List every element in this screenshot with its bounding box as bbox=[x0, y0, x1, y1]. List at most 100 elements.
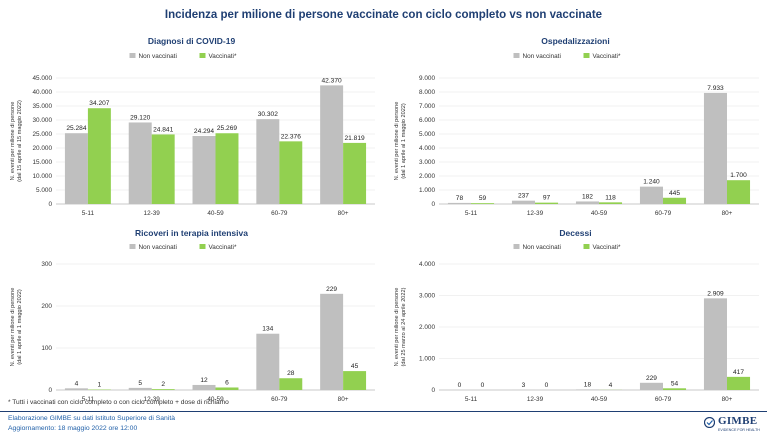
x-tick-label: 80+ bbox=[722, 396, 733, 403]
chart-title: Ospedalizzazioni bbox=[541, 36, 610, 46]
bar-non-vaccinati bbox=[575, 201, 599, 204]
x-tick-label: 40-59 bbox=[207, 210, 224, 217]
bar-non-vaccinati bbox=[511, 200, 535, 204]
bar-non-vaccinati bbox=[703, 92, 727, 204]
y-tick-label: 1.000 bbox=[419, 356, 435, 363]
y-tick-label: 300 bbox=[41, 261, 52, 268]
bar-vaccinati bbox=[279, 378, 303, 390]
y-tick-label: 4.000 bbox=[419, 145, 435, 152]
data-label: 1 bbox=[98, 382, 102, 389]
y-tick-label: 5.000 bbox=[36, 187, 52, 194]
data-label: 22.376 bbox=[281, 133, 302, 140]
chart-title: Diagnosi di COVID-19 bbox=[148, 36, 236, 46]
bar-vaccinati bbox=[215, 133, 239, 204]
bar-non-vaccinati bbox=[447, 202, 471, 204]
bar-non-vaccinati bbox=[192, 135, 216, 204]
data-label: 45 bbox=[351, 363, 359, 370]
y-axis-label-line: (dal 25 marzo al 24 aprile 2022) bbox=[401, 287, 407, 366]
data-label: 182 bbox=[582, 193, 593, 200]
bar-vaccinati bbox=[343, 371, 367, 390]
y-tick-label: 2.000 bbox=[419, 324, 435, 331]
x-tick-label: 60-79 bbox=[271, 396, 288, 403]
bar-non-vaccinati bbox=[256, 119, 280, 204]
y-tick-label: 0 bbox=[48, 387, 52, 394]
chart-title: Ricoveri in terapia intensiva bbox=[135, 228, 248, 238]
y-tick-label: 6.000 bbox=[419, 117, 435, 124]
bar-vaccinati bbox=[279, 141, 303, 204]
data-label: 78 bbox=[456, 195, 464, 202]
logo-name: GIMBE bbox=[718, 415, 758, 427]
y-tick-label: 100 bbox=[41, 345, 52, 352]
legend-label: Non vaccinati bbox=[139, 244, 177, 251]
chart-diagnosi: Diagnosi di COVID-19 Non vaccinati Vaccina… bbox=[10, 36, 375, 217]
y-tick-label: 0 bbox=[431, 201, 435, 208]
x-tick-label: 12-39 bbox=[144, 396, 161, 403]
data-label: 18 bbox=[584, 381, 592, 388]
bar-non-vaccinati bbox=[639, 186, 663, 204]
legend-label: Vaccinati* bbox=[593, 53, 621, 60]
x-tick-label: 5-11 bbox=[82, 210, 95, 217]
data-label: 1.700 bbox=[730, 172, 747, 179]
x-tick-label: 60-79 bbox=[655, 210, 672, 217]
legend-swatch-vaccinati bbox=[583, 53, 590, 58]
y-tick-label: 7.000 bbox=[419, 103, 435, 110]
legend-label: Non vaccinati bbox=[523, 244, 561, 251]
legend-label: Vaccinati* bbox=[593, 244, 621, 251]
y-tick-label: 25.000 bbox=[32, 131, 52, 138]
data-label: 2.909 bbox=[707, 290, 724, 297]
y-tick-label: 9.000 bbox=[419, 75, 435, 82]
bar-non-vaccinati bbox=[703, 298, 727, 390]
y-tick-label: 10.000 bbox=[32, 173, 52, 180]
data-label: 0 bbox=[458, 382, 462, 389]
legend-label: Vaccinati* bbox=[209, 53, 237, 60]
y-axis-label-line: N. eventi per milione di persone bbox=[394, 288, 400, 367]
data-label: 6 bbox=[225, 379, 229, 386]
data-label: 7.933 bbox=[707, 85, 724, 92]
bar-non-vaccinati bbox=[128, 122, 152, 204]
y-tick-label: 1.000 bbox=[419, 187, 435, 194]
y-axis-label-line: (dal 15 aprile al 15 maggio 2022) bbox=[17, 100, 23, 182]
bar-vaccinati bbox=[535, 202, 559, 204]
data-label: 29.120 bbox=[130, 114, 151, 121]
bar-non-vaccinati bbox=[320, 85, 344, 204]
data-label: 5 bbox=[138, 380, 142, 387]
footnote: * Tutti i vaccinati con ciclo completo o… bbox=[8, 399, 229, 406]
x-tick-label: 5-11 bbox=[465, 210, 478, 217]
data-label: 2 bbox=[161, 381, 165, 388]
bar-vaccinati bbox=[215, 387, 239, 390]
x-tick-label: 40-59 bbox=[207, 396, 224, 403]
legend: Non vaccinati Vaccinati* bbox=[129, 53, 237, 60]
data-label: 417 bbox=[733, 369, 744, 376]
data-label: 21.819 bbox=[344, 135, 365, 142]
page-title: Incidenza per milione di persone vaccina… bbox=[164, 9, 603, 21]
y-tick-label: 3.000 bbox=[419, 293, 435, 300]
y-tick-label: 2.000 bbox=[419, 173, 435, 180]
bar-non-vaccinati bbox=[64, 133, 88, 204]
data-label: 229 bbox=[326, 286, 337, 293]
chart-terapia-intensiva: Ricoveri in terapia intensiva Non vaccina… bbox=[10, 228, 375, 403]
legend-swatch-vaccinati bbox=[199, 53, 206, 58]
bar-vaccinati bbox=[151, 389, 175, 390]
data-label: 59 bbox=[479, 195, 487, 202]
x-tick-label: 12-39 bbox=[527, 210, 544, 217]
data-label: 97 bbox=[543, 195, 551, 202]
data-label: 34.207 bbox=[89, 100, 110, 107]
y-axis-label: N. eventi per milione di persone (dal 1 a… bbox=[394, 102, 407, 181]
y-tick-label: 0 bbox=[431, 387, 435, 394]
x-tick-label: 60-79 bbox=[655, 396, 672, 403]
y-tick-label: 4.000 bbox=[419, 261, 435, 268]
bar-non-vaccinati bbox=[320, 293, 344, 390]
gimbe-logo: GIMBE EVIDENCE FOR HEALTH bbox=[704, 415, 762, 435]
y-axis-label-line: (dal 1 aprile al 1 maggio 2022) bbox=[17, 289, 23, 365]
data-label: 0 bbox=[545, 382, 549, 389]
y-tick-label: 15.000 bbox=[32, 159, 52, 166]
data-label: 237 bbox=[518, 193, 529, 200]
x-tick-label: 12-39 bbox=[527, 396, 544, 403]
y-tick-label: 3.000 bbox=[419, 159, 435, 166]
data-label: 1.240 bbox=[643, 179, 660, 186]
footer-updated: Aggiornamento: 18 maggio 2022 ore 12:00 bbox=[8, 425, 138, 432]
legend-label: Non vaccinati bbox=[139, 53, 177, 60]
y-tick-label: 200 bbox=[41, 303, 52, 310]
data-label: 118 bbox=[605, 194, 616, 201]
